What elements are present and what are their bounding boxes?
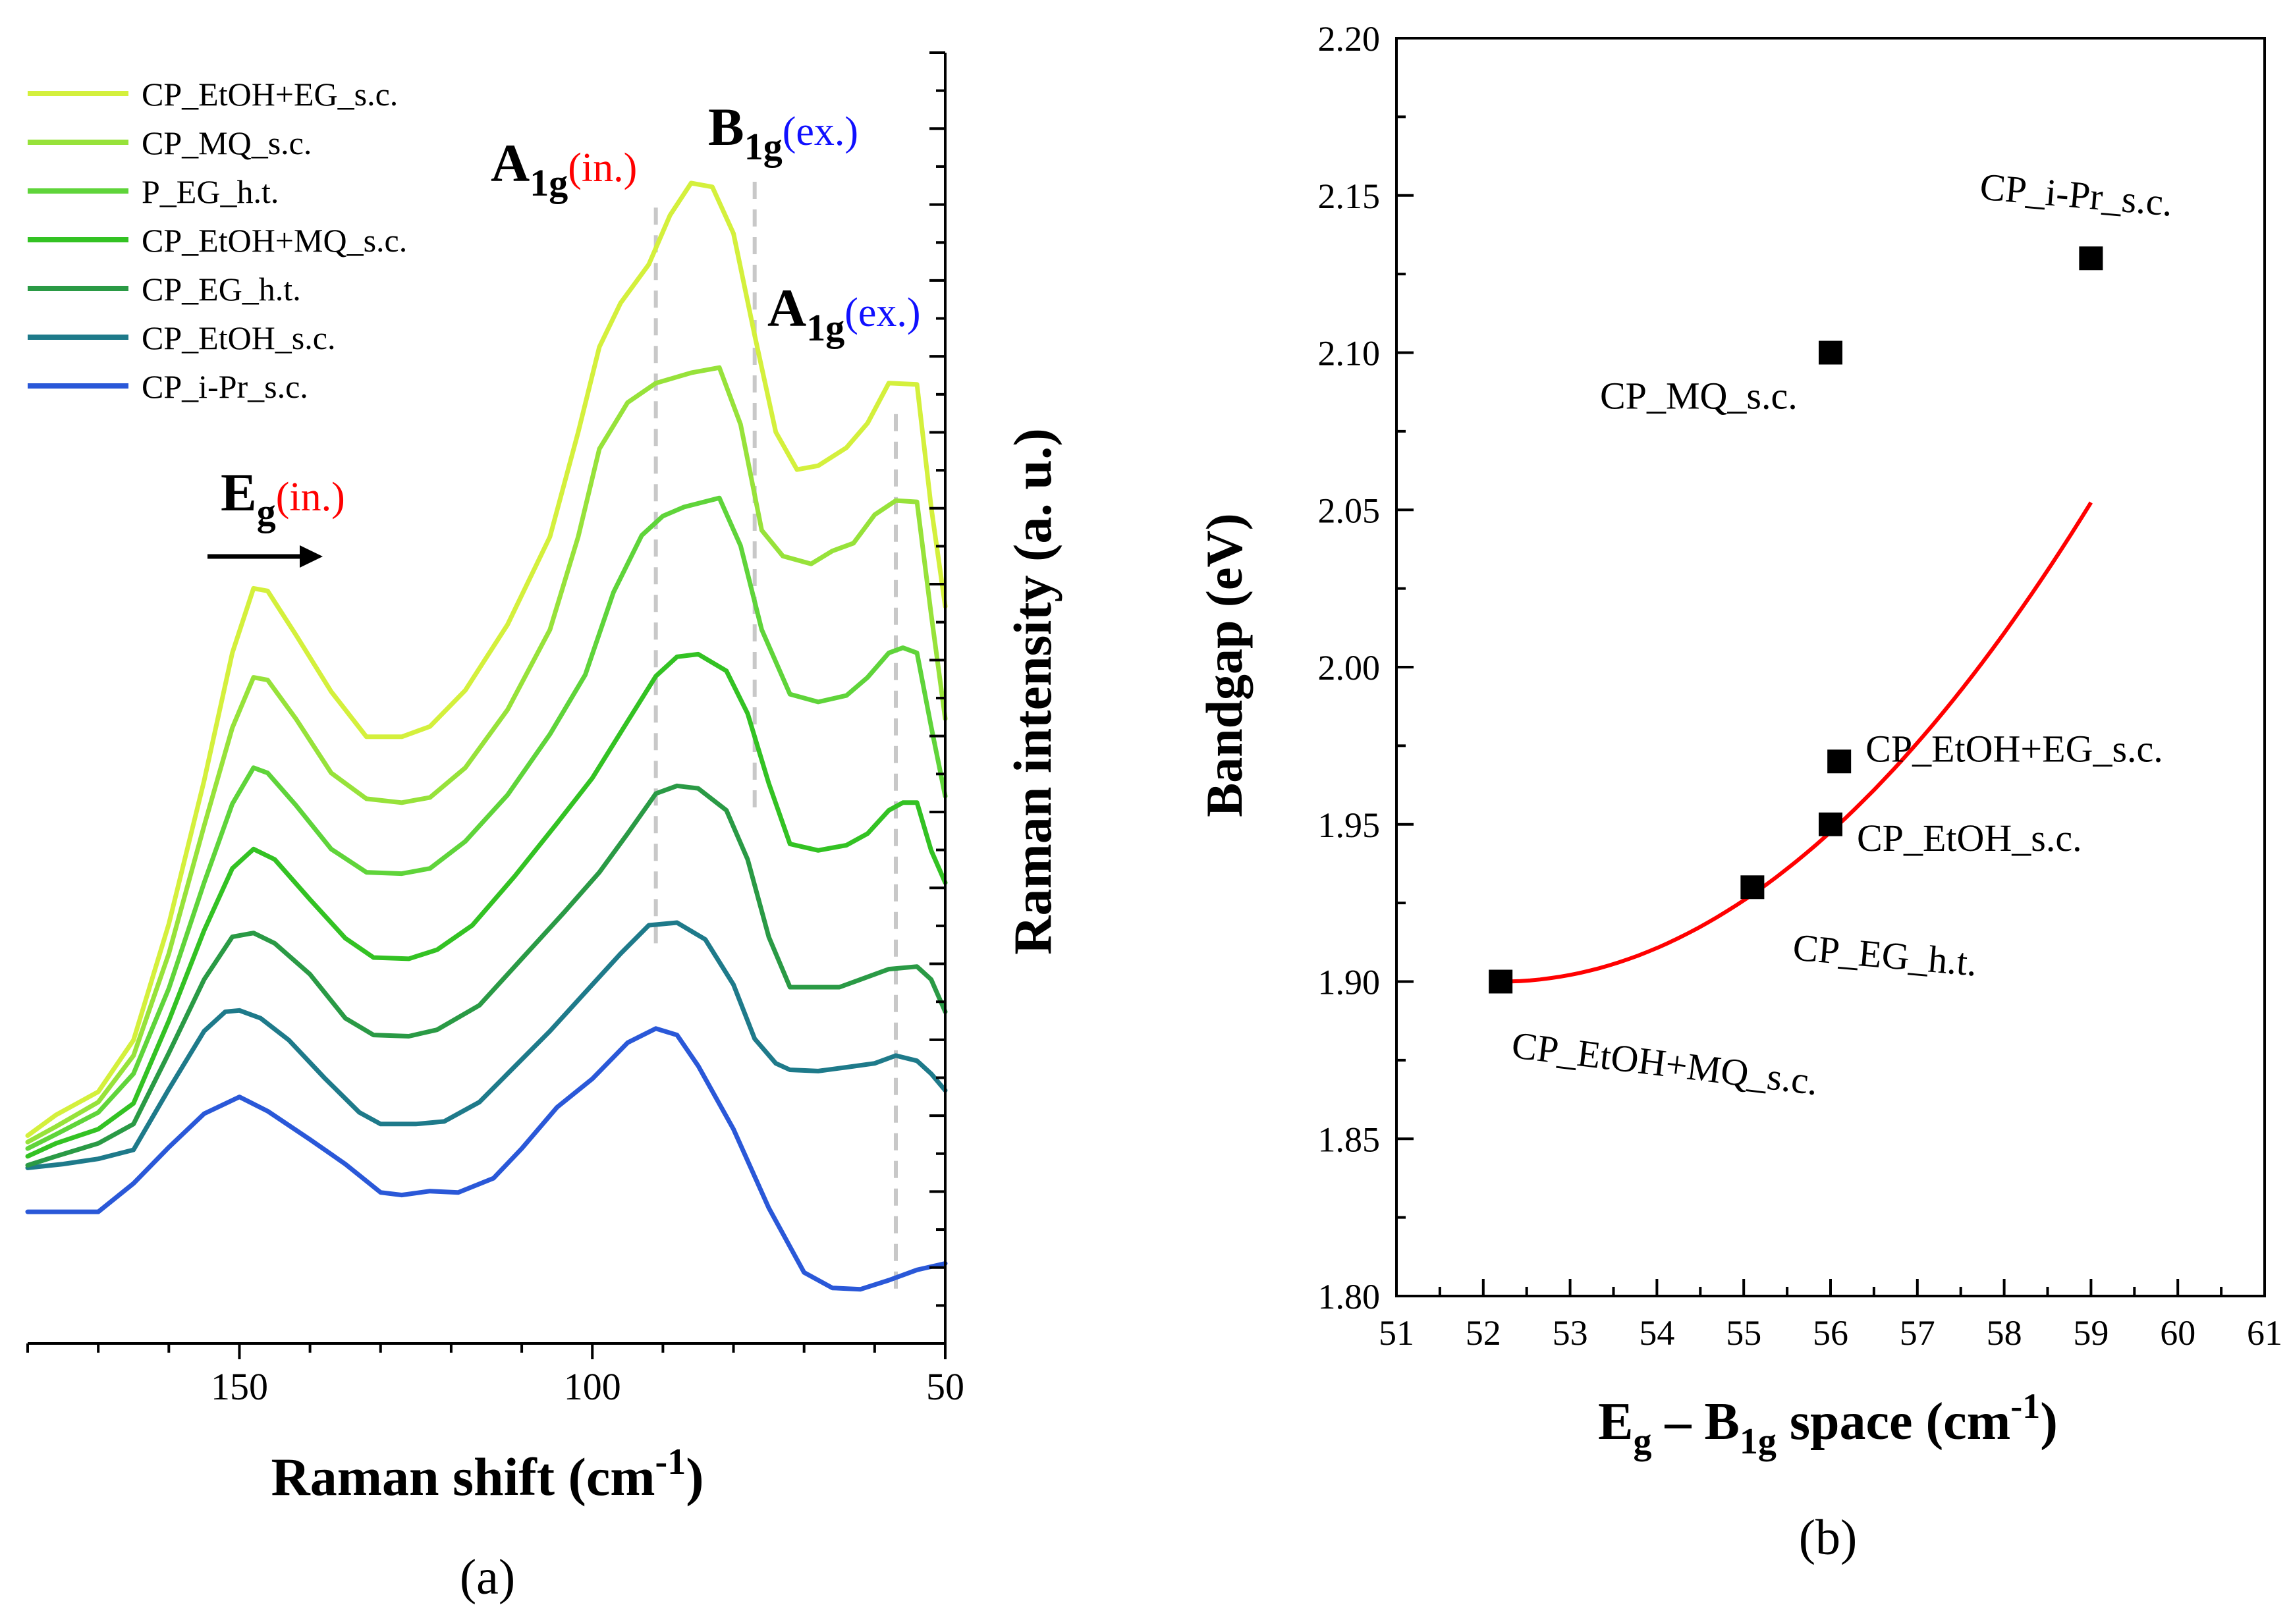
- b1g-ex-base: B: [708, 97, 744, 157]
- a1g-ex-mode: (ex.): [844, 290, 920, 335]
- point-label: CP_EtOH+EG_s.c.: [1865, 727, 2163, 770]
- legend-label: CP_EtOH_s.c.: [142, 319, 335, 356]
- point-label: CP_EG_h.t.: [1791, 925, 1979, 984]
- panel-a-x-ticks: 150 100 50: [26, 1343, 964, 1408]
- raman-spectra: [25, 180, 948, 1292]
- scatter-point: [1827, 749, 1852, 774]
- eg-sub: g: [257, 491, 276, 533]
- panel-b: 51 52 53 54 55 56 57 58 59 60 61 1.80 1.85 1.90 1.95 2…: [1196, 19, 2282, 1565]
- scatter-points: CP_i-Pr_s.c. CP_MQ_s.c. CP_EtOH+EG_s.c. CP_…: [1489, 165, 2174, 1103]
- panel-b-x-label: Eg – B1g space (cm-1): [1598, 1386, 2058, 1462]
- eg-base: E: [221, 462, 257, 522]
- x-tick-label: 50: [926, 1365, 964, 1408]
- annotation-a1g-in: A1g(in.): [491, 133, 637, 204]
- panel-b-x-label-e: E: [1598, 1393, 1633, 1451]
- x-tick-label: 61: [2247, 1313, 2282, 1353]
- scatter-point: [1740, 875, 1765, 900]
- x-tick-label: 56: [1813, 1313, 1848, 1353]
- legend-label: CP_MQ_s.c.: [142, 124, 312, 161]
- point-label: CP_EtOH+MQ_s.c.: [1510, 1023, 1821, 1104]
- panel-b-x-label-rest: space (cm: [1777, 1393, 2010, 1451]
- y-tick-label: 1.95: [1318, 805, 1381, 845]
- panel-b-y-label: Bandgap (eV): [1196, 513, 1253, 817]
- x-tick-label: 51: [1379, 1313, 1414, 1353]
- y-tick-label: 2.00: [1318, 648, 1381, 688]
- svg-text:A1g(in.): A1g(in.): [491, 133, 637, 204]
- x-tick-label: 57: [1900, 1313, 1935, 1353]
- x-tick-label: 54: [1639, 1313, 1674, 1353]
- legend-label: CP_EG_h.t.: [142, 271, 301, 308]
- a1g-in-base: A: [491, 133, 530, 193]
- panel-b-x-ticks: 51 52 53 54 55 56 57 58 59 60 61: [1379, 1279, 2282, 1353]
- series-line: [25, 1026, 948, 1292]
- series-line: [25, 180, 948, 1138]
- panel-a-label: (a): [460, 1550, 515, 1605]
- series-line: [25, 651, 948, 1159]
- scatter-point: [1819, 340, 1842, 365]
- x-tick-label: 150: [211, 1365, 268, 1408]
- x-tick-label: 53: [1553, 1313, 1588, 1353]
- series-line: [25, 920, 948, 1170]
- annotation-b1g-ex: B1g(ex.): [708, 97, 858, 168]
- panel-a: 150 100 50 CP_EtOH+EG_s.c. CP_MQ_s.c. P_EG_h…: [25, 51, 1062, 1605]
- series-line: [25, 365, 948, 1145]
- a1g-ex-base: A: [767, 278, 806, 338]
- x-tick-label: 55: [1726, 1313, 1761, 1353]
- scatter-point: [1819, 812, 1842, 836]
- point-label: CP_MQ_s.c.: [1600, 375, 1798, 418]
- a1g-in-sub: 1g: [530, 161, 568, 204]
- a1g-in-mode: (in.): [568, 146, 637, 190]
- x-tick-label: 52: [1466, 1313, 1501, 1353]
- y-tick-label: 1.85: [1318, 1120, 1381, 1159]
- x-tick-label: 58: [1987, 1313, 2022, 1353]
- b1g-ex-mode: (ex.): [783, 109, 858, 154]
- panel-b-plot-frame: [1395, 37, 2266, 1297]
- svg-text:A1g(ex.): A1g(ex.): [767, 278, 921, 349]
- legend-label: P_EG_h.t.: [142, 173, 279, 210]
- svg-text:Eg(in.): Eg(in.): [221, 462, 345, 533]
- x-tick-label: 60: [2160, 1313, 2195, 1353]
- y-tick-label: 2.20: [1318, 19, 1381, 59]
- scatter-point: [2079, 246, 2103, 271]
- panel-b-label: (b): [1799, 1510, 1858, 1565]
- panel-a-x-label-text: Raman shift (cm: [271, 1447, 655, 1507]
- panel-b-y-ticks: 1.80 1.85 1.90 1.95 2.00 2.05 2.10 2.15 2.20: [1318, 19, 1414, 1316]
- eg-mode: (in.): [276, 475, 345, 520]
- legend-label: CP_EtOH+EG_s.c.: [142, 76, 398, 113]
- series-line: [25, 783, 948, 1168]
- panel-a-right-ticks: [929, 51, 945, 1345]
- point-label: CP_i-Pr_s.c.: [1978, 165, 2174, 224]
- panel-b-x-label-sub2: 1g: [1740, 1421, 1777, 1462]
- annotation-eg-in: Eg(in.): [207, 462, 345, 568]
- panel-a-x-label-sup: -1: [655, 1442, 686, 1482]
- dashed-peak-markers: [653, 182, 898, 1292]
- panel-a-x-label: Raman shift (cm-1): [271, 1442, 703, 1507]
- x-tick-label: 59: [2073, 1313, 2109, 1353]
- legend-label: CP_i-Pr_s.c.: [142, 368, 308, 405]
- a1g-ex-sub: 1g: [806, 306, 844, 349]
- arrow-right-icon: [300, 545, 323, 568]
- svg-text:B1g(ex.): B1g(ex.): [708, 97, 858, 168]
- b1g-ex-sub: 1g: [744, 125, 783, 168]
- legend-label: CP_EtOH+MQ_s.c.: [142, 222, 407, 259]
- panel-a-y-label: Raman intensity (a. u.): [1003, 428, 1062, 955]
- panel-b-x-label-sub1: g: [1633, 1421, 1651, 1462]
- scatter-point: [1489, 969, 1513, 994]
- y-tick-label: 2.15: [1318, 176, 1381, 216]
- y-tick-label: 1.80: [1318, 1277, 1381, 1316]
- panel-a-x-label-close: ): [686, 1447, 703, 1507]
- panel-b-x-label-mid: – B: [1651, 1393, 1739, 1451]
- series-line: [25, 495, 948, 1151]
- legend: CP_EtOH+EG_s.c. CP_MQ_s.c. P_EG_h.t. CP_EtO…: [28, 76, 407, 405]
- x-tick-label: 100: [564, 1365, 621, 1408]
- point-label: CP_EtOH_s.c.: [1857, 817, 2082, 859]
- y-tick-label: 1.90: [1318, 963, 1381, 1002]
- panel-b-x-label-sup: -1: [2010, 1386, 2040, 1426]
- y-tick-label: 2.05: [1318, 491, 1381, 530]
- annotation-a1g-ex: A1g(ex.): [767, 278, 921, 349]
- panel-b-x-label-close: ): [2040, 1393, 2058, 1451]
- fit-curve: [1501, 501, 2093, 984]
- y-tick-label: 2.10: [1318, 334, 1381, 373]
